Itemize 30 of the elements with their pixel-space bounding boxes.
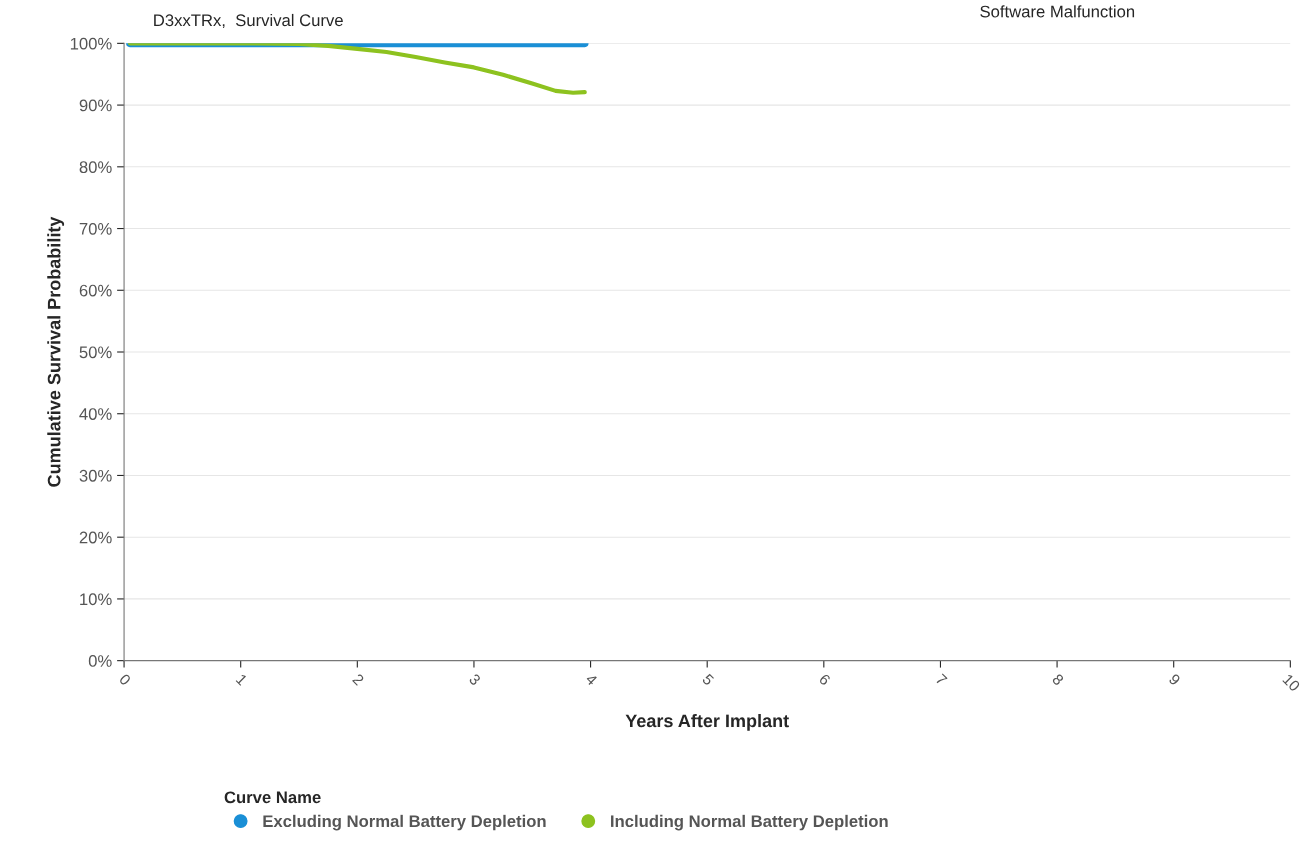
- y-tick-label: 60%: [79, 284, 112, 297]
- legend-title: Curve Name: [224, 791, 321, 804]
- y-tick-label: 10%: [80, 593, 112, 606]
- y-tick-label: 70%: [79, 222, 112, 235]
- x-tick-label: 7: [935, 673, 948, 686]
- y-tick-label: 0%: [88, 655, 112, 667]
- y-tick-label: 30%: [79, 469, 112, 482]
- legend-label: Excluding Normal Battery Depletion: [263, 814, 546, 831]
- chart-subtitle: Software Malfunction: [980, 5, 1135, 18]
- legend-label: Including Normal Battery Depletion: [611, 814, 888, 831]
- chart-title: D3xxTRx, Survival Curve: [154, 13, 343, 29]
- y-tick-label: 90%: [79, 99, 112, 112]
- x-tick-label: 6: [818, 673, 832, 686]
- y-tick-label: 50%: [79, 346, 112, 359]
- x-tick-label: 5: [701, 673, 715, 686]
- y-tick-label: 100%: [70, 37, 112, 50]
- y-axis-title: Cumulative Survival Probability: [47, 216, 65, 487]
- line-series: [127, 43, 587, 95]
- x-axis-title: Years After Implant: [625, 713, 789, 731]
- x-tick-label: 3: [468, 673, 482, 686]
- y-tick-label: 20%: [79, 531, 112, 544]
- y-tick-label: 40%: [79, 408, 112, 420]
- x-tick-label: 2: [352, 673, 365, 686]
- x-tick-label: 1: [235, 673, 248, 686]
- x-tick-label: 8: [1051, 673, 1065, 686]
- x-tick-label: 4: [585, 673, 598, 686]
- y-tick-label: 80%: [79, 161, 112, 174]
- x-tick-label: 0: [118, 673, 132, 686]
- x-tick-label: 10: [1282, 673, 1301, 692]
- x-tick-label: 9: [1168, 673, 1181, 686]
